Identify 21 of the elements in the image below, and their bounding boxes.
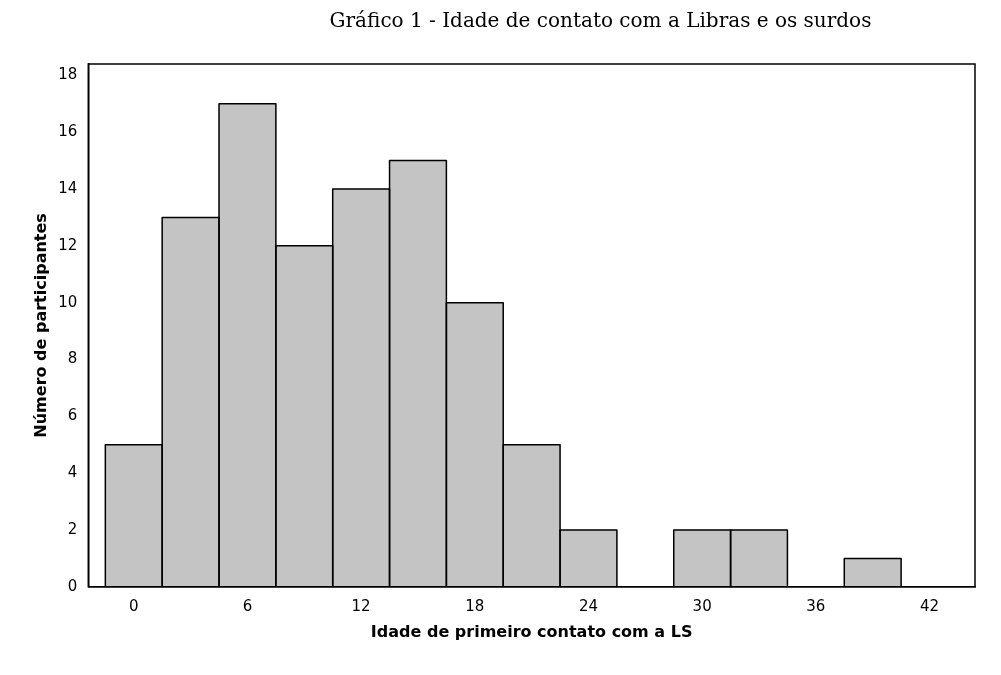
y-tick-label: 12 <box>58 235 78 254</box>
y-tick-label: 18 <box>58 65 78 84</box>
y-tick-label: 8 <box>67 349 78 368</box>
y-tick-label: 6 <box>67 406 78 425</box>
x-tick-label: 36 <box>806 596 826 615</box>
y-tick-label: 16 <box>58 122 78 141</box>
y-tick-label: 0 <box>67 576 78 595</box>
y-tick-label: 10 <box>58 292 78 311</box>
x-tick-label: 24 <box>578 596 599 615</box>
x-tick-label: 18 <box>465 596 485 615</box>
x-tick-label: 12 <box>351 596 371 615</box>
x-tick-label: 30 <box>692 596 712 615</box>
x-tick-label: 42 <box>919 596 940 615</box>
x-tick-label: 0 <box>128 596 139 615</box>
y-tick-label: 4 <box>67 463 78 482</box>
y-axis-title: Número de participantes <box>30 213 50 438</box>
x-axis-title: Idade de primeiro contato com a LS <box>370 621 693 641</box>
y-tick-label: 14 <box>58 178 78 197</box>
x-tick-label: 6 <box>242 596 253 615</box>
y-tick-label: 2 <box>67 519 78 538</box>
chart-title: Gráfico 1 - Idade de contato com a Libras e os surdos <box>328 8 873 34</box>
